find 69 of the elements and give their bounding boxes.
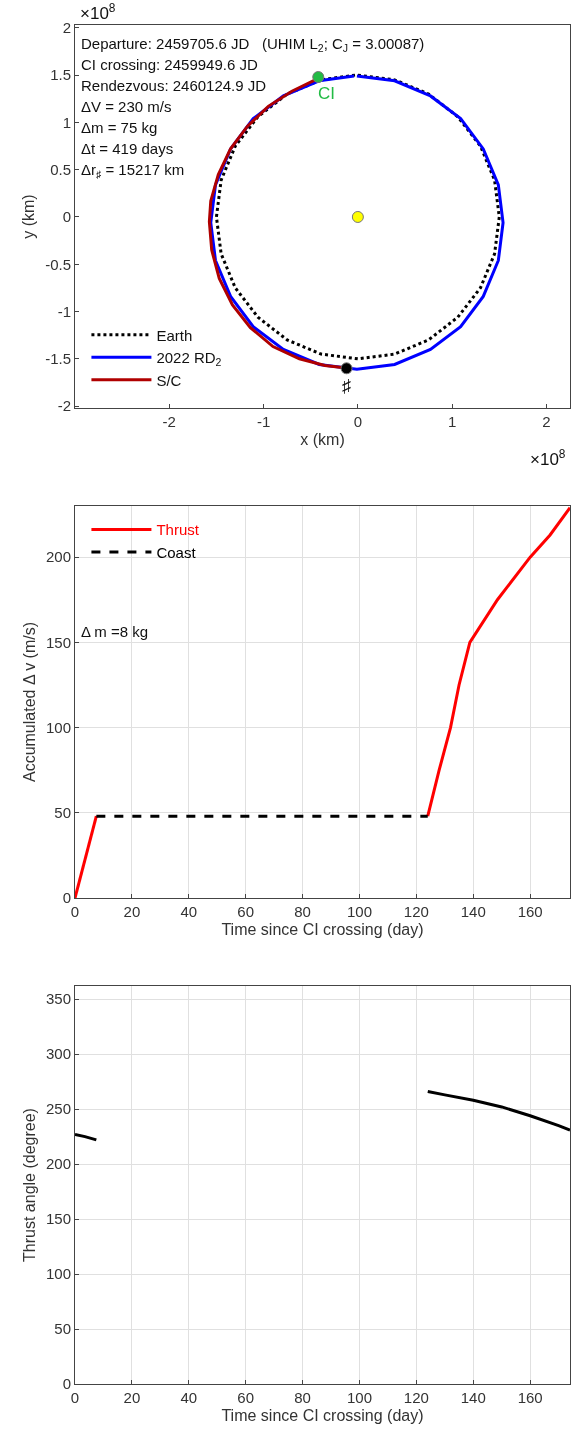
x-tick-label: 140 [460, 903, 486, 920]
y-tick-label: 350 [45, 990, 71, 1008]
x-axis-title: x (km) [300, 430, 345, 448]
x-tick-label: 60 [237, 1389, 255, 1406]
y-tick-label: -2 [57, 397, 71, 415]
x-tick-label: 160 [517, 903, 543, 920]
y-tick-label: 100 [45, 1265, 71, 1283]
x-tick-label: 140 [460, 1389, 486, 1406]
x-tick-label: 100 [346, 1389, 372, 1406]
x-tick-label: 20 [123, 1389, 141, 1406]
x-tick-label: 80 [294, 903, 311, 920]
point [351, 210, 364, 223]
text: ×10$^{8}$ [80, 1, 116, 24]
legend-label: Coast [156, 543, 197, 561]
x-tick-label: 2 [542, 413, 551, 430]
x-tick-label: 0 [353, 413, 363, 430]
y-tick-label: 0 [62, 889, 71, 907]
x-tick-label: 160 [517, 1389, 543, 1406]
x-tick-label: 80 [294, 1389, 311, 1406]
y-tick-label: 300 [45, 1045, 71, 1063]
annotation: ♯ [342, 376, 351, 396]
y-tick-label: 0 [62, 208, 71, 226]
y-tick-label: 2 [62, 19, 71, 37]
annotation: Δt = 419 days [81, 140, 174, 157]
point [340, 362, 353, 375]
y-tick-label: 1 [62, 113, 71, 131]
legend-label: S/C [156, 371, 182, 389]
y-tick-label: 1.5 [50, 66, 71, 84]
y-tick-label: 250 [45, 1100, 71, 1118]
y-axis-title: y (km) [20, 194, 38, 239]
annotation: Δr$_{♯}$ = 15217 km [81, 161, 185, 181]
annotation: CI crossing: 2459949.6 JD [81, 56, 258, 73]
annotation: Rendezvous: 2460124.9 JD [81, 77, 267, 94]
x-axis-title: Time since CI crossing (day) [221, 920, 424, 938]
legend-label: Earth [156, 326, 193, 344]
y-tick-label: 50 [54, 804, 71, 822]
annotation: Δ m =8 kg [81, 623, 149, 640]
y-tick-label: 100 [45, 718, 71, 736]
point [312, 71, 325, 84]
annotation: Departure: 2459705.6 JD (UHIM L$_{2}$; C$_{J}$ = 3.00087) [81, 35, 425, 55]
y-axis-title: Thrust angle (degree) [20, 1108, 38, 1262]
y-tick-label: 0 [62, 1375, 71, 1393]
y-tick-label: 0.5 [50, 160, 71, 178]
annotation: ΔV = 230 m/s [81, 98, 172, 115]
text: ×10$^{8}$ [530, 447, 566, 470]
y-tick-label: 150 [45, 1210, 71, 1228]
y-tick-label: 200 [45, 1155, 71, 1173]
x-tick-label: 120 [403, 1389, 429, 1406]
y-tick-label: 50 [54, 1320, 71, 1338]
y-tick-label: 150 [45, 633, 71, 651]
x-tick-label: -2 [162, 413, 176, 430]
x-axis-title: Time since CI crossing (day) [221, 1406, 424, 1424]
annotation: CI [318, 84, 335, 103]
x-tick-label: 40 [180, 903, 198, 920]
x-tick-label: -1 [256, 413, 271, 430]
y-tick-label: -1 [57, 302, 71, 320]
y-tick-label: -0.5 [45, 255, 71, 273]
x-tick-label: 100 [346, 903, 372, 920]
legend-label: 2022 RD$_{2}$ [156, 349, 222, 369]
y-axis-title: Accumulated Δ v (m/s) [20, 621, 38, 783]
x-tick-label: 20 [123, 903, 141, 920]
legend-label: Thrust [156, 521, 200, 539]
y-tick-label: -1.5 [45, 350, 71, 368]
x-tick-label: 40 [180, 1389, 198, 1406]
x-tick-label: 120 [403, 903, 429, 920]
y-tick-label: 200 [45, 548, 71, 566]
x-tick-label: 1 [447, 413, 457, 430]
x-tick-label: 60 [237, 903, 255, 920]
annotation: Δm = 75 kg [81, 119, 158, 136]
